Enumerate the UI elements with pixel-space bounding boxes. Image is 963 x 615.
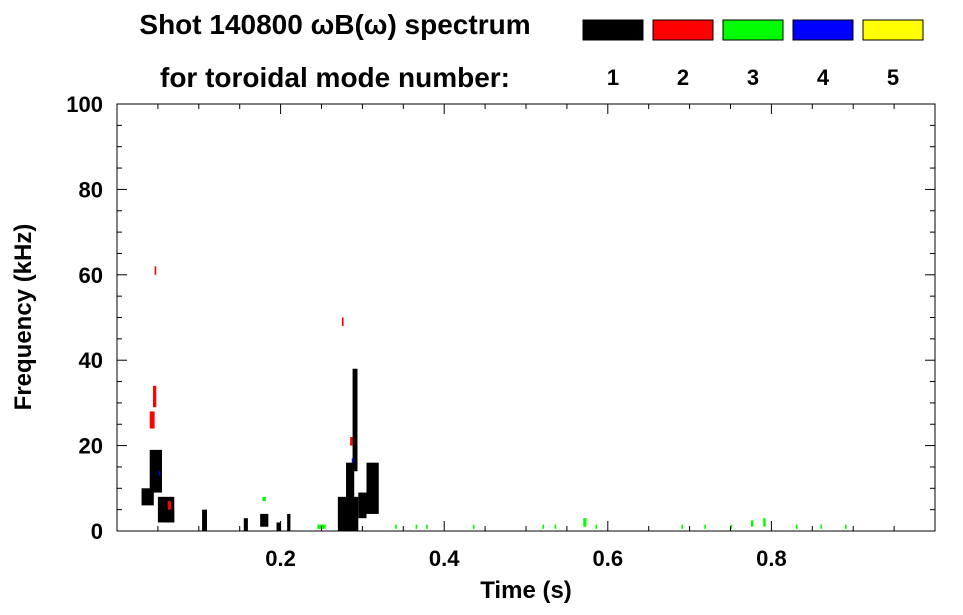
mode-3-blob <box>472 524 475 529</box>
mode-1-blob <box>202 509 207 531</box>
mode-3-blob <box>730 524 733 529</box>
legend-label-mode-1: 1 <box>607 65 619 90</box>
mode-2-blob <box>167 501 171 510</box>
mode-2-blob <box>149 411 155 429</box>
mode-3-blob <box>795 524 798 529</box>
y-tick-label: 20 <box>79 434 103 459</box>
mode-3-blob <box>554 524 557 529</box>
mode-2-series <box>149 266 353 510</box>
mode-2-blob <box>341 317 344 327</box>
legend-swatch-mode-1 <box>582 19 644 41</box>
mode-1-blob <box>337 496 359 531</box>
spectrum-data <box>141 266 847 531</box>
legend-swatch-mode-3 <box>722 19 784 41</box>
mode-3-blob <box>820 524 823 529</box>
legend: 1 2 3 4 5 <box>582 19 924 90</box>
mode-1-blob <box>149 449 162 493</box>
legend-swatch-mode-5 <box>862 19 924 41</box>
y-tick-label: 80 <box>79 177 103 202</box>
axis-tick-labels: 0.2 0.4 0.6 0.8 0 20 40 60 80 100 <box>66 92 786 571</box>
y-tick-label: 0 <box>91 519 103 544</box>
legend-label-mode-5: 5 <box>887 65 899 90</box>
mode-3-blob <box>763 518 766 527</box>
mode-1-blob <box>287 513 291 531</box>
x-tick-label: 0.2 <box>265 546 296 571</box>
legend-label-mode-3: 3 <box>747 65 759 90</box>
mode-2-blob <box>152 385 157 408</box>
chart-subtitle: for toroidal mode number: <box>160 62 510 93</box>
mode-3-blob <box>262 496 266 502</box>
mode-1-blob <box>352 368 358 472</box>
plot-frame <box>116 103 936 532</box>
y-tick-label: 40 <box>79 348 103 373</box>
chart-title: Shot 140800 ωB(ω) spectrum <box>139 9 530 40</box>
mode-1-blob <box>346 462 355 502</box>
mode-3-blob <box>595 524 598 529</box>
mode-3-blob <box>750 520 754 527</box>
mode-3-blob <box>704 524 706 529</box>
mode-1-blob <box>358 492 367 519</box>
mode-3-blob <box>395 524 397 529</box>
x-axis-label: Time (s) <box>480 577 572 604</box>
mode-4-blob <box>158 471 161 476</box>
mode-3-blob <box>681 524 684 529</box>
mode-1-blob <box>243 518 248 531</box>
mode-3-blob <box>845 524 847 529</box>
mode-1-series <box>141 368 379 531</box>
mode-2-blob <box>154 266 157 275</box>
x-tick-label: 0.4 <box>429 546 460 571</box>
mode-1-blob <box>164 509 175 523</box>
mode-1-blob <box>260 513 269 527</box>
mode-3-blob <box>415 524 418 529</box>
mode-3-blob <box>583 518 587 527</box>
mode-1-blob <box>276 522 281 531</box>
mode-4-series <box>158 458 354 476</box>
legend-label-mode-2: 2 <box>677 65 689 90</box>
y-axis-label: Frequency (kHz) <box>10 224 37 411</box>
axis-ticks <box>117 104 935 531</box>
mode-3-blob <box>542 524 544 529</box>
mode-1-blob <box>366 462 379 514</box>
legend-swatch-mode-4 <box>792 19 854 41</box>
legend-swatch-mode-2 <box>652 19 714 41</box>
x-tick-label: 0.6 <box>593 546 624 571</box>
mode-3-blob <box>426 524 428 529</box>
x-tick-label: 0.8 <box>756 546 787 571</box>
mode-2-blob <box>350 437 353 446</box>
y-tick-label: 60 <box>79 263 103 288</box>
legend-label-mode-4: 4 <box>817 65 830 90</box>
y-tick-label: 100 <box>66 92 103 117</box>
mode-4-blob <box>351 458 354 463</box>
